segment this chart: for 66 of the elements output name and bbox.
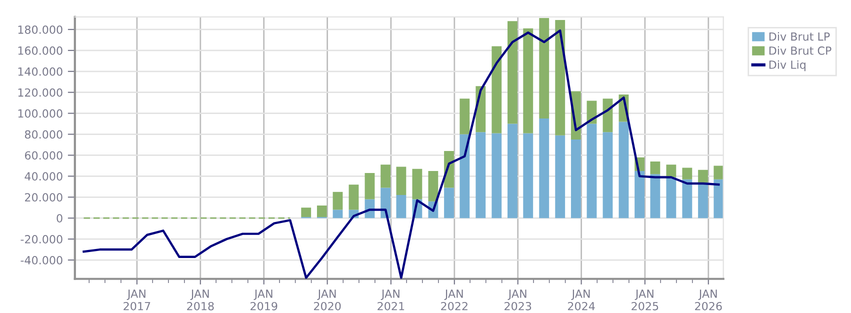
bar [316,206,327,218]
x-tick-label: JAN 2020 [314,290,341,310]
y-tick-label: 20.000 [25,193,62,202]
bar [618,122,629,218]
x-tick-label: JAN 2025 [632,290,658,310]
bar [332,192,343,210]
line-series [82,29,720,279]
bar [332,210,343,218]
bar [508,124,518,218]
bar [539,18,550,119]
bar [666,177,676,218]
bar [301,208,312,218]
bar [364,173,375,200]
bar [444,188,454,218]
legend-label: Div Brut LP [769,32,830,41]
x-tick-label: JAN 2023 [504,290,532,310]
bar [396,195,406,218]
bar [666,164,676,178]
y-tick-label: 180.000 [18,25,62,34]
bar [714,166,724,180]
bar [586,124,597,218]
y-tick-label: 160.000 [18,46,62,55]
bar [523,133,534,218]
bar [412,168,422,200]
bar [428,170,438,202]
bar [650,162,660,174]
y-tick-label: -20.000 [20,235,62,244]
x-tick-label: JAN 2022 [441,290,468,310]
x-tick-label: JAN 2017 [124,290,150,310]
y-tick-label: -40.000 [20,256,62,264]
bar [555,20,566,136]
bar [508,21,518,124]
legend-label: Div Liq [769,60,806,72]
bar [698,182,708,218]
y-tick-label: 40.000 [24,172,62,181]
bar [682,168,692,180]
bar [523,28,534,134]
x-tick-label: JAN 2019 [250,290,278,310]
y-tick-label: 60.000 [24,151,62,160]
bar [348,184,359,210]
bar [460,98,470,134]
bar [555,135,566,218]
bar [650,174,660,218]
bar [539,118,550,218]
bar [476,132,486,218]
bar [460,134,470,218]
bar [396,166,406,196]
bar [634,170,645,218]
bar [380,164,391,188]
legend-label: Div Brut CP [769,46,832,55]
y-tick-label: 80.000 [24,130,62,139]
bar [492,46,502,134]
bar [492,133,502,218]
y-tick-label: 0 [56,214,62,222]
bar [714,179,724,218]
y-tick-label: 100.000 [18,109,62,118]
x-tick-label: JAN 2018 [187,290,214,310]
x-tick-label: JAN 2021 [378,290,404,310]
y-tick-label: 120.000 [18,88,62,97]
bar [570,140,581,218]
bar [682,179,692,218]
x-tick-label: JAN 2026 [695,290,722,310]
x-tick-label: JAN 2024 [568,290,595,310]
y-tick-label: 140.000 [18,67,62,76]
bar [602,132,613,218]
bar [698,170,708,182]
